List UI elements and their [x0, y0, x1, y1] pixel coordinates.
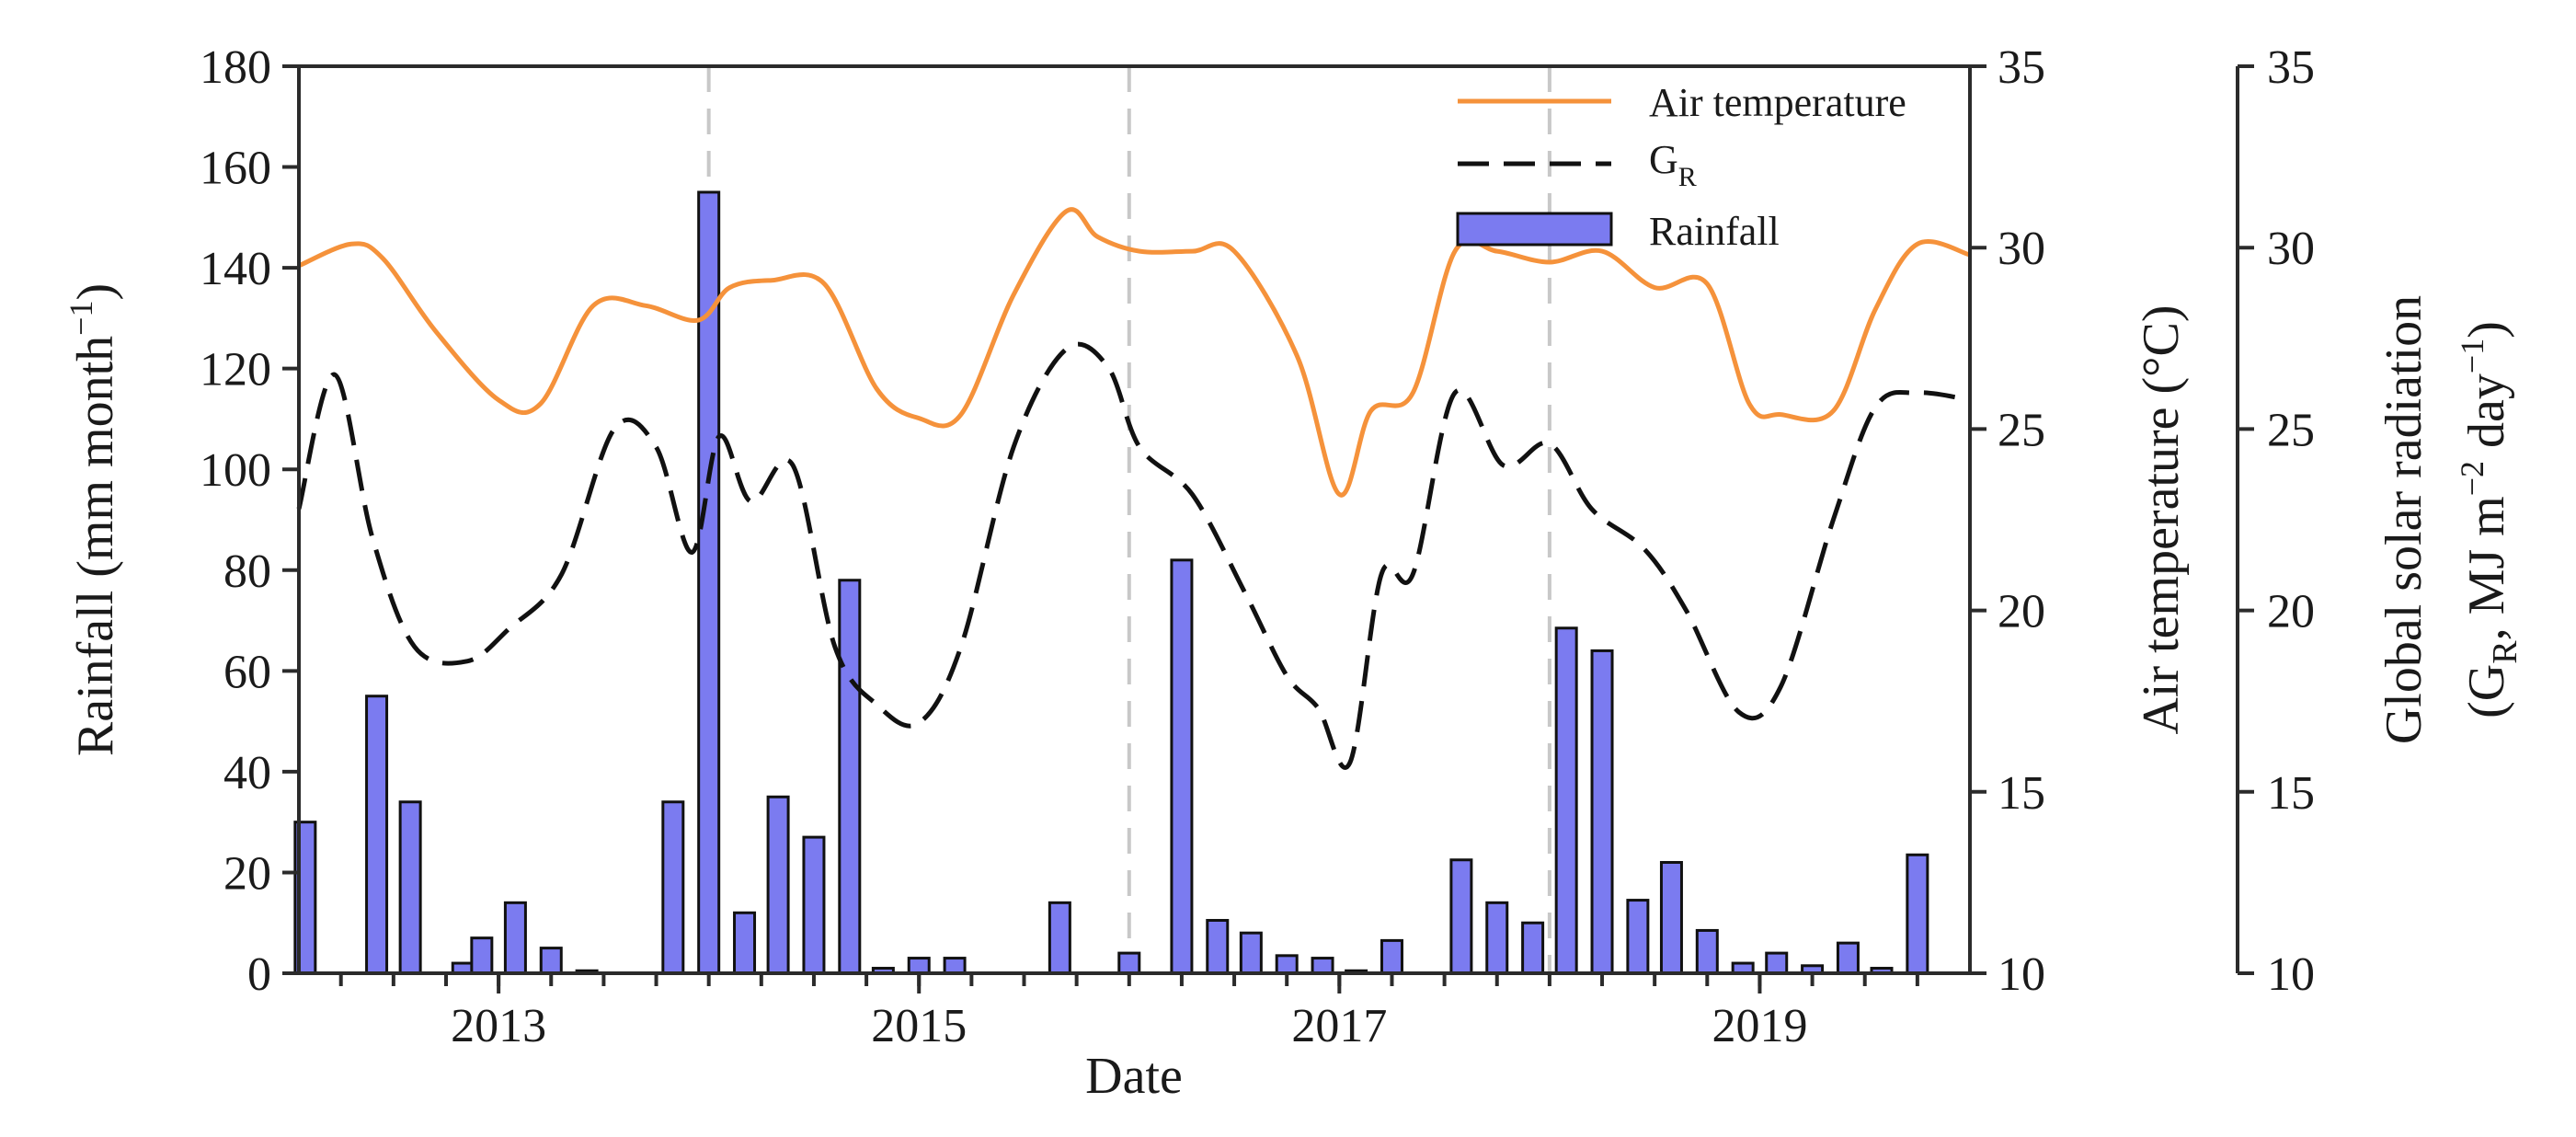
rainfall-bar	[943, 957, 967, 975]
y-left-tick-label: 80	[223, 546, 271, 598]
gr-line	[296, 341, 1971, 770]
y-left-tick-label: 160	[200, 143, 271, 195]
rainfall-bar	[802, 835, 826, 975]
legend-rainfall-swatch	[1456, 212, 1613, 247]
y-right-1-tick-label: 15	[1998, 767, 2045, 820]
y-right-2-tick-label: 25	[2267, 404, 2315, 456]
rainfall-bar	[1117, 951, 1141, 975]
rainfall-bar	[697, 190, 721, 975]
y-left-tick-label: 100	[200, 444, 271, 497]
y-right-2-tick-label: 30	[2267, 223, 2315, 275]
rainfall-bar	[1380, 938, 1403, 975]
y-right-1-tick-label: 35	[1998, 41, 2045, 94]
y-left-axis-title: Rainfall (mm month−1)	[63, 283, 124, 756]
y-right-1-tick-label: 10	[1998, 948, 2045, 1001]
legend-rainfall-label: Rainfall	[1649, 209, 1780, 254]
y-right-1-tick-label: 30	[1998, 223, 2045, 275]
rainfall-bar	[1485, 901, 1509, 975]
y-left-tick-label: 20	[223, 847, 271, 900]
y-right-2-tick-label: 10	[2267, 948, 2315, 1001]
rainfall-bar	[539, 947, 563, 975]
rainfall-bar	[1048, 901, 1071, 975]
rainfall-bar	[1521, 921, 1545, 975]
rainfall-bar	[1765, 951, 1789, 975]
rainfall-bar	[907, 957, 931, 975]
y-left-tick-label: 120	[200, 344, 271, 396]
y-right-2-tick-label: 15	[2267, 767, 2315, 820]
rainfall-bar	[1836, 941, 1860, 975]
y-right-2-tick-label: 35	[2267, 41, 2315, 94]
legend: Air temperature GR Rainfall	[1456, 80, 1906, 254]
rainfall-bar	[398, 800, 422, 975]
rainfall-bar	[1626, 899, 1650, 975]
x-tick-label: 2015	[871, 1000, 967, 1052]
rainfall-bar	[1659, 860, 1683, 975]
y-left-tick-label: 140	[200, 243, 271, 295]
y-right-1-tick-label: 20	[1998, 586, 2045, 638]
y-right-2-axis-title-line2: (GR, MJ m−2 day−1)	[2454, 321, 2524, 718]
rainfall-bar	[1206, 918, 1230, 975]
x-tick-label: 2019	[1712, 1000, 1807, 1052]
air-temperature-line	[297, 207, 1971, 498]
rainfall-bar	[1590, 649, 1614, 975]
x-axis-title: Date	[1085, 1048, 1183, 1105]
x-tick-label: 2017	[1291, 1000, 1387, 1052]
rainfall-bar	[1239, 931, 1263, 975]
rainfall-bar	[503, 901, 527, 975]
x-tick-label: 2013	[451, 1000, 546, 1052]
rainfall-bars	[293, 190, 1929, 975]
rainfall-bar	[766, 795, 790, 975]
axis-ticks: 0 20 40 60 80 100 120 140 160 180 10 15 20 25 30 35 10 15…	[200, 41, 2315, 1052]
rainfall-bar	[1906, 853, 1929, 975]
rainfall-bar	[1311, 957, 1334, 975]
rainfall-bar	[661, 800, 685, 975]
rainfall-bar	[733, 911, 757, 975]
y-left-tick-label: 60	[223, 646, 271, 698]
rainfall-bar	[1449, 858, 1473, 975]
series-lines	[296, 207, 1971, 770]
y-right-2-tick-label: 20	[2267, 586, 2315, 638]
y-right-2-axis-title-line1: Global solar radiation	[2376, 295, 2433, 744]
rainfall-bar	[470, 936, 494, 975]
y-right-1-axis-title: Air temperature (°C)	[2133, 304, 2190, 734]
rainfall-bar	[1275, 954, 1299, 975]
y-left-tick-label: 180	[200, 41, 271, 94]
y-left-tick-label: 0	[247, 948, 271, 1001]
rainfall-bar	[1554, 626, 1578, 975]
rainfall-bar	[1695, 928, 1719, 975]
rainfall-bar	[838, 579, 862, 975]
vertical-reference-lines	[706, 66, 1551, 973]
rainfall-bar	[1170, 558, 1194, 975]
legend-air-temperature-label: Air temperature	[1649, 80, 1906, 125]
y-left-tick-label: 40	[223, 747, 271, 799]
rainfall-bar	[365, 695, 389, 975]
legend-gr-label: GR	[1649, 137, 1697, 192]
y-right-1-tick-label: 25	[1998, 404, 2045, 456]
